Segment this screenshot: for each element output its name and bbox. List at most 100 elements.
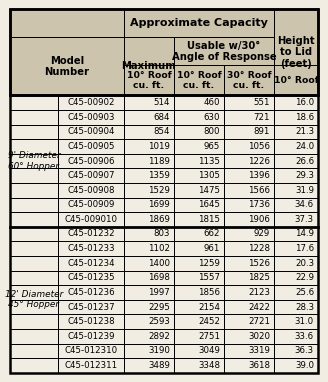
Bar xyxy=(10,270,58,285)
Text: 1102: 1102 xyxy=(148,244,170,253)
Bar xyxy=(10,285,58,300)
Text: 29.3: 29.3 xyxy=(295,171,314,180)
Text: C45-00905: C45-00905 xyxy=(67,142,115,151)
Bar xyxy=(224,285,274,300)
Bar xyxy=(174,329,224,343)
Bar xyxy=(58,300,124,314)
Bar xyxy=(224,95,274,110)
Text: 2593: 2593 xyxy=(148,317,170,326)
Bar xyxy=(274,329,318,343)
Text: 891: 891 xyxy=(254,127,270,136)
Text: 803: 803 xyxy=(154,230,170,238)
Bar xyxy=(58,270,124,285)
Text: C45-01232: C45-01232 xyxy=(67,230,115,238)
Text: 31.0: 31.0 xyxy=(295,317,314,326)
Bar xyxy=(174,358,224,373)
Text: C45-00909: C45-00909 xyxy=(67,200,115,209)
Text: C45-00907: C45-00907 xyxy=(67,171,115,180)
Text: C45-012311: C45-012311 xyxy=(64,361,117,370)
Text: 1566: 1566 xyxy=(248,186,270,195)
Bar xyxy=(174,139,224,154)
Text: 33.6: 33.6 xyxy=(295,332,314,341)
Text: 1359: 1359 xyxy=(148,171,170,180)
Bar xyxy=(224,227,274,241)
Text: C45-012310: C45-012310 xyxy=(64,346,117,355)
Text: 514: 514 xyxy=(154,98,170,107)
Bar xyxy=(224,125,274,139)
Text: 12' Diameter
45° Hopper: 12' Diameter 45° Hopper xyxy=(5,290,63,309)
Bar xyxy=(224,241,274,256)
Text: 10° Roof
cu. ft.: 10° Roof cu. ft. xyxy=(127,71,171,90)
Bar xyxy=(58,197,124,212)
Bar xyxy=(124,285,174,300)
Text: 3348: 3348 xyxy=(198,361,220,370)
Bar xyxy=(174,212,224,227)
Bar xyxy=(274,197,318,212)
Bar xyxy=(124,358,174,373)
Bar xyxy=(174,270,224,285)
Text: 2295: 2295 xyxy=(148,303,170,311)
Bar xyxy=(124,343,174,358)
Text: 630: 630 xyxy=(203,113,220,122)
Text: 20.3: 20.3 xyxy=(295,259,314,268)
Text: Usable w/30°
Angle of Response: Usable w/30° Angle of Response xyxy=(172,40,276,62)
Bar xyxy=(174,125,224,139)
Text: 21.3: 21.3 xyxy=(295,127,314,136)
Text: 30° Roof
cu. ft.: 30° Roof cu. ft. xyxy=(227,71,271,90)
Bar xyxy=(124,212,174,227)
Bar xyxy=(224,197,274,212)
Bar xyxy=(58,285,124,300)
Text: 721: 721 xyxy=(254,113,270,122)
Text: 17.6: 17.6 xyxy=(295,244,314,253)
Text: 3319: 3319 xyxy=(248,346,270,355)
Text: 1228: 1228 xyxy=(248,244,270,253)
Text: 2452: 2452 xyxy=(198,317,220,326)
Bar xyxy=(58,343,124,358)
Bar xyxy=(10,168,58,183)
Bar xyxy=(10,256,58,270)
Bar xyxy=(174,168,224,183)
Bar xyxy=(58,314,124,329)
Text: 1526: 1526 xyxy=(248,259,270,268)
Bar xyxy=(274,227,318,241)
Text: 2422: 2422 xyxy=(248,303,270,311)
Bar xyxy=(174,110,224,125)
Bar xyxy=(10,329,58,343)
Bar xyxy=(224,212,274,227)
Bar xyxy=(224,139,274,154)
Bar xyxy=(274,314,318,329)
Bar xyxy=(10,183,58,197)
Text: 39.0: 39.0 xyxy=(295,361,314,370)
Text: 34.6: 34.6 xyxy=(295,200,314,209)
Bar xyxy=(58,227,124,241)
Text: 1557: 1557 xyxy=(198,273,220,282)
Bar xyxy=(124,139,174,154)
Bar xyxy=(124,270,174,285)
Bar xyxy=(274,125,318,139)
Bar xyxy=(224,110,274,125)
Text: 1529: 1529 xyxy=(148,186,170,195)
Bar xyxy=(174,154,224,168)
Text: 965: 965 xyxy=(204,142,220,151)
Bar xyxy=(10,241,58,256)
Bar xyxy=(10,197,58,212)
Bar xyxy=(124,300,174,314)
Text: C45-01235: C45-01235 xyxy=(67,273,115,282)
Bar xyxy=(274,270,318,285)
Text: 1997: 1997 xyxy=(148,288,170,297)
Text: 10° Roof
cu. ft.: 10° Roof cu. ft. xyxy=(176,71,221,90)
Bar xyxy=(274,343,318,358)
Bar xyxy=(224,300,274,314)
Text: 3190: 3190 xyxy=(148,346,170,355)
Bar xyxy=(124,183,174,197)
Bar xyxy=(174,241,224,256)
Text: C45-01239: C45-01239 xyxy=(67,332,115,341)
Bar xyxy=(124,110,174,125)
Bar xyxy=(274,256,318,270)
Bar xyxy=(10,227,58,241)
Text: 1475: 1475 xyxy=(198,186,220,195)
Text: Maximum: Maximum xyxy=(122,61,176,71)
Text: 3020: 3020 xyxy=(248,332,270,341)
Text: 460: 460 xyxy=(203,98,220,107)
Text: 1856: 1856 xyxy=(198,288,220,297)
